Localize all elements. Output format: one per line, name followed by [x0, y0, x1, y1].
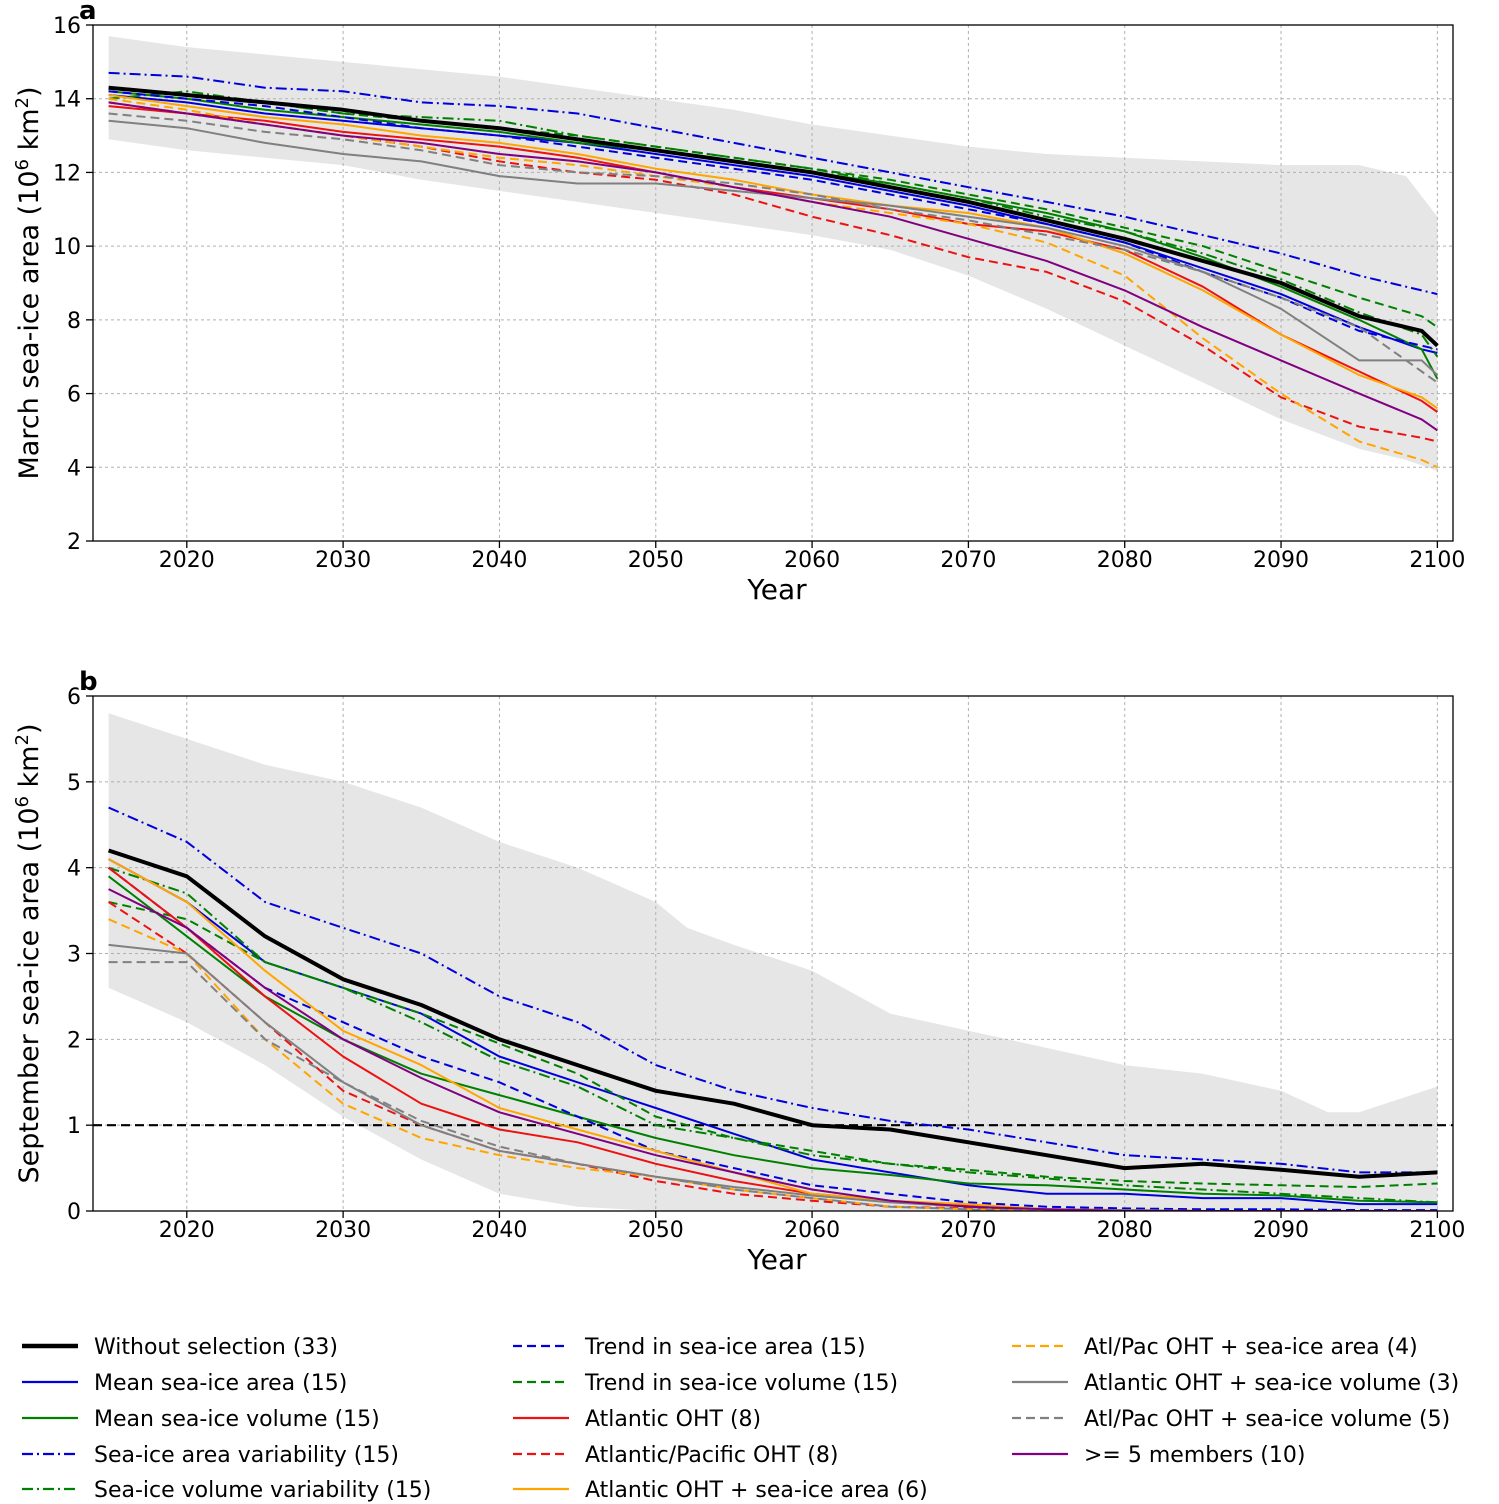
x-tick-label: 2050 — [628, 548, 684, 573]
y-tick-label: 8 — [67, 309, 81, 334]
x-axis-label: Year — [746, 1243, 807, 1276]
y-tick-label: 16 — [53, 14, 81, 39]
y-axis-label: September sea-ice area (106 km2) — [12, 724, 46, 1184]
x-tick-label: 2050 — [628, 1218, 684, 1243]
legend-label: Atl/Pac OHT + sea-ice volume (5) — [1084, 1407, 1450, 1432]
series-line-atlantic-oht-sea-ice-volume-3 — [108, 119, 1439, 376]
series-line-sea-ice-area-variability-15 — [108, 806, 1438, 1174]
y-tick-label: 2 — [67, 1028, 81, 1053]
legend-label: Trend in sea-ice area (15) — [584, 1335, 866, 1360]
legend-label: Atl/Pac OHT + sea-ice area (4) — [1084, 1335, 1418, 1360]
x-axis-label: Year — [746, 573, 807, 606]
x-tick-label: 2060 — [784, 548, 840, 573]
series-line-trend-in-sea-ice-area-15 — [107, 866, 1438, 1211]
x-tick-label: 2060 — [784, 1218, 840, 1243]
series-line-atl-pac-oht-sea-ice-area-4 — [108, 918, 1438, 1211]
legend-label: Sea-ice volume variability (15) — [94, 1478, 431, 1503]
legend-label: Trend in sea-ice volume (15) — [584, 1371, 898, 1396]
legend-label: Atlantic OHT (8) — [585, 1407, 761, 1432]
y-tick-label: 4 — [67, 857, 81, 882]
x-tick-label: 2040 — [471, 1218, 527, 1243]
x-tick-label: 2020 — [159, 548, 215, 573]
axes-frame — [92, 24, 1454, 542]
series-line-atlantic-oht-sea-ice-area-6 — [108, 858, 1438, 1211]
legend-label: Atlantic OHT + sea-ice area (6) — [585, 1478, 928, 1503]
y-tick-label: 1 — [67, 1114, 81, 1139]
series-line-trend-in-sea-ice-volume-15 — [108, 86, 1438, 329]
series-line-mean-sea-ice-area-15 — [108, 94, 1438, 354]
y-tick-label: 10 — [53, 235, 81, 260]
series-line-atlantic-oht-8 — [107, 866, 1438, 1211]
series-line-atlantic-oht-sea-ice-volume-3 — [108, 943, 1438, 1211]
x-tick-label: 2030 — [315, 548, 371, 573]
y-tick-label: 14 — [53, 88, 81, 113]
series-line-without-selection-33 — [108, 85, 1439, 348]
x-tick-label: 2090 — [1253, 1218, 1309, 1243]
series-line-5-members-10 — [108, 101, 1438, 432]
legend: Without selection (33) Mean sea-ice area … — [22, 1335, 1459, 1503]
x-tick-label: 2090 — [1253, 548, 1309, 573]
y-tick-label: 2 — [67, 530, 81, 555]
x-tick-label: 2070 — [940, 1218, 996, 1243]
series-line-trend-in-sea-ice-volume-15 — [108, 901, 1438, 1188]
series-line-5-members-10 — [108, 888, 1438, 1211]
ensemble-spread-envelope — [108, 36, 1438, 471]
legend-label: Mean sea-ice volume (15) — [94, 1407, 380, 1432]
x-tick-label: 2080 — [1097, 1218, 1153, 1243]
y-tick-label: 6 — [67, 383, 81, 408]
panel-label: a — [79, 0, 97, 26]
y-tick-label: 12 — [53, 161, 81, 186]
x-tick-label: 2040 — [471, 548, 527, 573]
series-line-sea-ice-volume-variability-15 — [108, 866, 1438, 1204]
legend-label: Mean sea-ice area (15) — [94, 1371, 347, 1396]
panel-b-chart: 2020 2030 2040 2050 2060 2070 2080 2090 2100 0 1 2 3… — [12, 667, 1466, 1276]
legend-label: Without selection (33) — [94, 1335, 338, 1360]
y-axis-label: March sea-ice area (106 km2) — [12, 86, 46, 479]
x-tick-label: 2100 — [1409, 548, 1465, 573]
legend-label: Atlantic OHT + sea-ice volume (3) — [1084, 1371, 1459, 1396]
y-tick-label: 6 — [67, 685, 81, 710]
series-line-trend-in-sea-ice-area-15 — [108, 90, 1438, 351]
series-line-atlantic-pacific-oht-8 — [108, 101, 1438, 443]
y-tick-label: 5 — [67, 771, 81, 796]
legend-label: Sea-ice area variability (15) — [94, 1443, 399, 1468]
series-line-without-selection-33 — [107, 848, 1438, 1179]
series-line-atlantic-pacific-oht-8 — [108, 901, 1438, 1211]
series-line-sea-ice-area-variability-15 — [108, 71, 1438, 296]
y-tick-label: 4 — [67, 456, 81, 481]
series-line-mean-sea-ice-volume-15 — [107, 875, 1438, 1204]
x-tick-label: 2100 — [1409, 1218, 1465, 1243]
x-tick-label: 2070 — [940, 548, 996, 573]
y-tick-label: 3 — [67, 943, 81, 968]
legend-label: Atlantic/Pacific OHT (8) — [585, 1443, 838, 1468]
series-line-atl-pac-oht-sea-ice-volume-5 — [108, 112, 1438, 384]
y-tick-label: 0 — [67, 1200, 81, 1225]
legend-label: >= 5 members (10) — [1084, 1443, 1305, 1468]
panel-a-chart: 2020 2030 2040 2050 2060 2070 2080 2090 2100 2 4 6 8… — [12, 0, 1466, 606]
x-tick-label: 2020 — [159, 1218, 215, 1243]
x-tick-label: 2080 — [1097, 548, 1153, 573]
panel-label: b — [79, 667, 98, 697]
x-tick-label: 2030 — [315, 1218, 371, 1243]
